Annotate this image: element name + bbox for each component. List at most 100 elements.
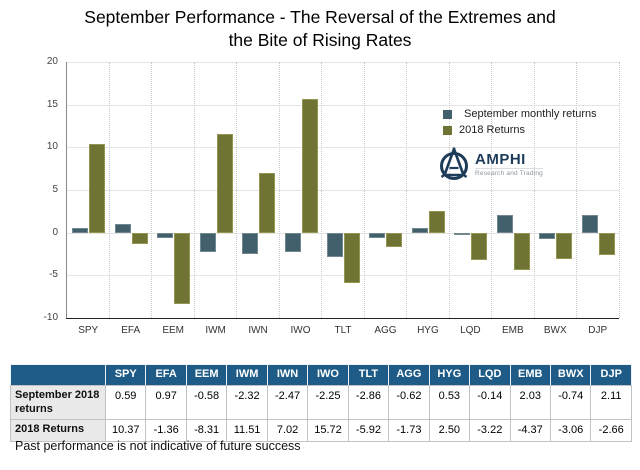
table-cell: -2.32 <box>226 384 268 421</box>
x-grid-line <box>321 62 323 318</box>
plot-area: 20 15 10 5 0 -5 -10 SPY EFA EEM IWM IWN IWO TLT AGG HYG… <box>0 52 640 348</box>
table-cell: 10.37 <box>104 419 147 442</box>
amphi-logo-tagline: Research and Trading <box>475 167 543 177</box>
table-column-header: BWX <box>549 364 592 386</box>
table-cell: 0.97 <box>145 384 187 421</box>
table-column-header: EMB <box>509 364 551 386</box>
y-tick-label: 20 <box>46 56 58 67</box>
table-cell: -0.62 <box>388 384 430 421</box>
table-row-label: 2018 Returns <box>10 419 106 442</box>
legend-item: 2018 Returns <box>443 122 597 138</box>
table-cell: -2.66 <box>590 419 632 442</box>
x-axis-label: HYG <box>417 325 439 336</box>
bar <box>411 228 428 233</box>
bar <box>581 214 598 233</box>
bar <box>454 232 471 235</box>
amphi-logo-name: AMPHI <box>475 150 526 168</box>
x-axis-label: SPY <box>78 325 99 336</box>
bar <box>539 232 556 239</box>
bar <box>598 232 615 256</box>
x-axis-label: EEM <box>162 325 184 336</box>
table-cell: 2.03 <box>509 384 551 421</box>
table-column-header: LQD <box>469 364 511 386</box>
table-cell: 0.59 <box>104 384 147 421</box>
y-grid-line <box>67 62 619 63</box>
bar <box>89 144 106 233</box>
x-grid-line <box>618 62 620 318</box>
x-axis-label: AGG <box>374 325 397 336</box>
y-tick-label: 15 <box>46 98 58 110</box>
bar <box>259 172 276 233</box>
legend-item: September monthly returns <box>443 106 597 122</box>
table-column-header: AGG <box>388 364 430 386</box>
table-column-header: EFA <box>145 364 187 386</box>
y-tick-label: -5 <box>49 269 58 281</box>
y-grid-line <box>67 147 619 149</box>
table-cell: 2.50 <box>428 419 471 442</box>
chart-title: September Performance - The Reversal of … <box>0 6 640 53</box>
bar <box>157 232 174 238</box>
table-cell: -0.74 <box>549 384 592 421</box>
amphi-logo: AMPHI Research and Trading <box>437 146 543 182</box>
x-grid-line <box>193 62 195 318</box>
table-column-header: HYG <box>428 364 471 386</box>
table-cell: 15.72 <box>307 419 349 442</box>
x-axis-label: BWX <box>543 325 567 336</box>
amphi-emblem-icon <box>440 147 468 180</box>
bar-chart: 20 15 10 5 0 -5 -10 SPY EFA EEM IWM IWN IWO TLT AGG HYG… <box>0 52 640 348</box>
table-row: September 2018 returns 0.59 0.97 -0.58 -2.32… <box>10 384 632 421</box>
chart-title-line2: the Bite of Rising Rates <box>228 30 412 51</box>
x-grid-line <box>406 62 408 318</box>
bar <box>131 232 148 245</box>
bar <box>369 232 386 238</box>
legend-label: September monthly returns <box>464 108 597 120</box>
table-cell: -3.06 <box>549 419 592 442</box>
table-column-header: IWN <box>266 364 309 386</box>
table-cell: -3.22 <box>469 419 511 442</box>
table-cell: 2.11 <box>590 384 632 421</box>
table-cell: -1.36 <box>145 419 187 442</box>
x-grid-line <box>108 62 110 318</box>
x-axis-label: EMB <box>502 325 524 336</box>
x-axis-label: IWO <box>290 325 311 336</box>
legend-color-swatch <box>443 125 452 135</box>
bar <box>556 232 573 259</box>
table-row: 2018 Returns 10.37 -1.36 -8.31 11.51 7.02 15.7… <box>10 419 632 442</box>
table-cell: -5.92 <box>347 419 390 442</box>
table-column-header: EEM <box>185 364 228 386</box>
x-grid-line <box>448 62 450 318</box>
y-tick-label: -10 <box>43 312 58 323</box>
table-cell: 0.53 <box>428 384 471 421</box>
x-grid-line <box>363 62 365 318</box>
returns-table: SPY EFA EEM IWM IWN IWO TLT AGG HYG LQD EMB BWX DJP S… <box>10 364 632 442</box>
chart-title-line1: September Performance - The Reversal of … <box>84 7 556 27</box>
table-column-header: IWO <box>307 364 349 386</box>
table-column-header: SPY <box>104 364 147 386</box>
bar <box>242 232 259 254</box>
y-grid-line <box>67 190 619 191</box>
y-grid-line <box>67 232 619 234</box>
table-column-header: TLT <box>347 364 390 386</box>
y-tick-label: 10 <box>46 141 58 153</box>
legend-color-swatch <box>443 109 452 119</box>
bar <box>216 134 233 233</box>
bar <box>386 232 403 248</box>
bar <box>471 232 488 261</box>
bar <box>496 215 513 233</box>
bar <box>301 98 318 233</box>
bar <box>284 232 301 252</box>
x-grid-line <box>576 62 578 318</box>
chart-legend: September monthly returns 2018 Returns <box>443 106 597 138</box>
x-grid-line <box>278 62 280 318</box>
y-tick-label: 0 <box>52 226 58 238</box>
bar <box>344 232 360 284</box>
x-grid-line <box>491 62 493 318</box>
bar <box>72 227 89 233</box>
table-cell: 7.02 <box>266 419 309 442</box>
table-cell: -1.73 <box>388 419 430 442</box>
bar <box>114 224 131 233</box>
table-cell: -0.14 <box>469 384 511 421</box>
y-grid-line <box>67 104 619 106</box>
y-tick-label: 5 <box>52 184 58 195</box>
